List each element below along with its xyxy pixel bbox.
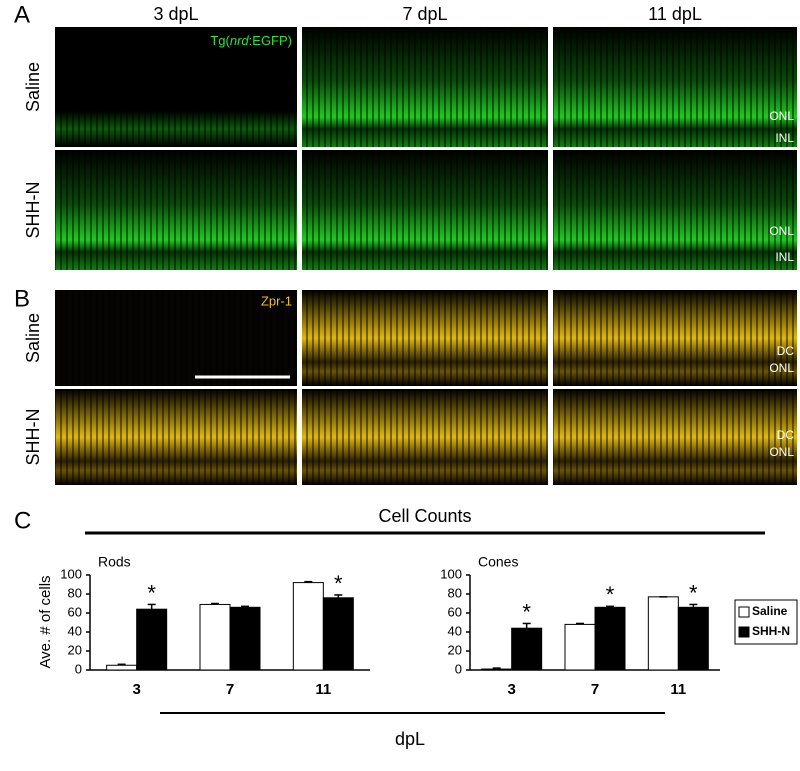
layer-label: DC bbox=[777, 344, 795, 358]
micrograph-texture bbox=[302, 150, 548, 270]
significance-mark: * bbox=[334, 571, 343, 596]
bar bbox=[647, 596, 679, 671]
bar bbox=[677, 606, 709, 671]
y-tick-label: 0 bbox=[75, 661, 82, 676]
bar bbox=[594, 606, 626, 671]
bar bbox=[229, 606, 261, 671]
section-title: Cell Counts bbox=[378, 506, 471, 526]
micrograph-texture bbox=[553, 290, 797, 386]
significance-mark: * bbox=[147, 580, 156, 605]
y-tick-label: 0 bbox=[455, 661, 462, 676]
x-axis-label: dpL bbox=[395, 729, 425, 749]
y-axis-label: Ave. # of cells bbox=[37, 575, 54, 668]
bar bbox=[136, 608, 168, 671]
panel-label: C bbox=[14, 507, 31, 534]
y-tick-label: 40 bbox=[68, 623, 82, 638]
y-tick-label: 20 bbox=[448, 642, 462, 657]
significance-mark: * bbox=[689, 580, 698, 605]
significance-mark: * bbox=[606, 582, 615, 607]
column-header: 11 dpL bbox=[648, 4, 702, 24]
x-tick-label: 11 bbox=[315, 681, 331, 698]
legend-swatch bbox=[738, 606, 750, 618]
y-tick-label: 80 bbox=[68, 585, 82, 600]
layer-label: ONL bbox=[769, 445, 794, 459]
column-header: 7 dpL bbox=[402, 4, 447, 24]
bar bbox=[106, 664, 138, 671]
micrograph-texture bbox=[302, 389, 548, 485]
legend-label: Saline bbox=[752, 604, 788, 618]
y-tick-label: 60 bbox=[68, 604, 82, 619]
x-tick-label: 11 bbox=[670, 681, 686, 698]
row-label: Saline bbox=[23, 313, 43, 363]
layer-label: INL bbox=[775, 250, 794, 264]
row-label: SHH-N bbox=[23, 409, 43, 466]
layer-label: DC bbox=[777, 428, 795, 442]
micrograph-texture bbox=[553, 27, 797, 147]
x-tick-label: 3 bbox=[507, 681, 515, 698]
micrographs bbox=[55, 27, 797, 485]
y-tick-label: 40 bbox=[448, 623, 462, 638]
bar bbox=[564, 623, 596, 671]
y-tick-label: 20 bbox=[68, 642, 82, 657]
micrograph-texture bbox=[302, 27, 548, 147]
bar bbox=[292, 582, 324, 671]
y-tick-label: 100 bbox=[440, 566, 462, 581]
marker-label: Zpr-1 bbox=[261, 293, 292, 308]
y-tick-label: 60 bbox=[448, 604, 462, 619]
x-tick-label: 7 bbox=[226, 681, 234, 698]
row-label: SHH-N bbox=[23, 182, 43, 239]
bar bbox=[322, 597, 354, 671]
legend-label: SHH-N bbox=[752, 624, 790, 638]
bar bbox=[481, 668, 513, 671]
panel-label: B bbox=[14, 285, 30, 312]
panel-label: A bbox=[14, 1, 30, 28]
y-tick-label: 80 bbox=[448, 585, 462, 600]
y-tick-label: 100 bbox=[60, 566, 82, 581]
micrograph-texture bbox=[55, 150, 297, 270]
micrograph-texture bbox=[55, 27, 297, 147]
micrograph-texture bbox=[553, 150, 797, 270]
x-tick-label: 7 bbox=[591, 681, 599, 698]
bar bbox=[199, 603, 231, 671]
micrograph-texture bbox=[553, 389, 797, 485]
x-tick-label: 3 bbox=[132, 681, 140, 698]
chart-title: Rods bbox=[98, 554, 131, 570]
marker-label: Tg(nrd:EGFP) bbox=[210, 33, 292, 48]
layer-label: ONL bbox=[769, 109, 794, 123]
legend-swatch bbox=[738, 626, 750, 638]
layer-label: ONL bbox=[769, 224, 794, 238]
layer-label: INL bbox=[775, 131, 794, 145]
column-header: 3 dpL bbox=[153, 4, 198, 24]
micrograph-texture bbox=[55, 290, 297, 386]
layer-label: ONL bbox=[769, 361, 794, 375]
row-label: Saline bbox=[23, 62, 43, 112]
micrograph-texture bbox=[55, 389, 297, 485]
bar bbox=[511, 627, 543, 671]
micrograph-texture bbox=[302, 290, 548, 386]
significance-mark: * bbox=[522, 599, 531, 624]
chart-title: Cones bbox=[478, 554, 518, 570]
